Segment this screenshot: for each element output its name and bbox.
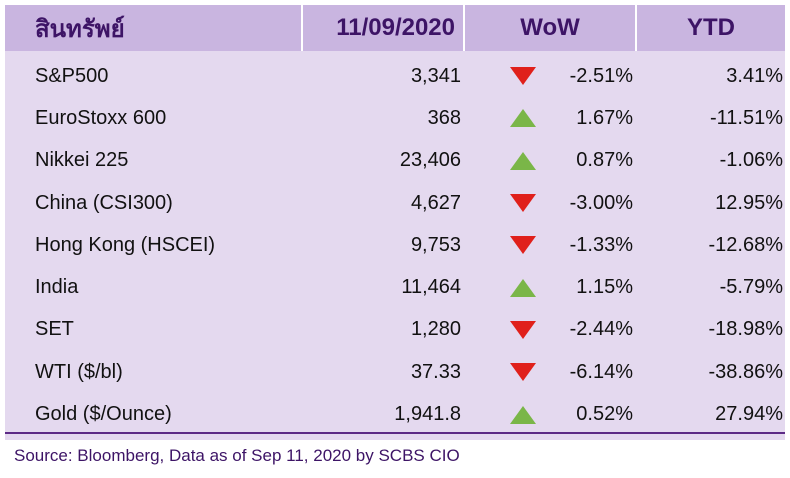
table-body: S&P500 3,341 -2.51% 3.41% EuroStoxx 600 368 1.…: [5, 51, 785, 440]
ytd-value: 3.41%: [726, 64, 783, 87]
table-header: สินทรัพย์ 11/09/2020 WoW YTD: [5, 5, 785, 51]
divider: [5, 432, 785, 434]
ytd-value: -18.98%: [708, 318, 784, 341]
table-row: India 11,464 1.15% -5.79%: [5, 266, 785, 308]
wow-cell: -2.44%: [465, 318, 637, 341]
ytd-value: 27.94%: [715, 403, 783, 426]
triangle-up-icon: [510, 278, 536, 297]
ytd-value: -12.68%: [708, 233, 784, 256]
table-row: EuroStoxx 600 368 1.67% -11.51%: [5, 97, 785, 139]
asset-name: China (CSI300): [35, 191, 173, 214]
ytd-value: -38.86%: [708, 360, 784, 383]
table-row: Hong Kong (HSCEI) 9,753 -1.33% -12.68%: [5, 224, 785, 266]
ytd-value: 12.95%: [715, 191, 783, 214]
wow-cell: 1.67%: [465, 106, 637, 129]
triangle-down-icon: [510, 194, 536, 213]
triangle-down-icon: [510, 363, 536, 382]
price-value: 11,464: [401, 276, 461, 299]
price-value: 23,406: [399, 149, 461, 172]
wow-value: 0.87%: [576, 149, 633, 172]
table-row: WTI ($/bl) 37.33 -6.14% -38.86%: [5, 351, 785, 393]
wow-value: 1.15%: [576, 276, 633, 299]
triangle-up-icon: [510, 151, 536, 170]
asset-name: Hong Kong (HSCEI): [35, 233, 216, 256]
table-row: SET 1,280 -2.44% -18.98%: [5, 309, 785, 351]
asset-name: Gold ($/Ounce): [35, 403, 172, 426]
triangle-down-icon: [510, 236, 536, 255]
wow-cell: -1.33%: [465, 233, 637, 256]
wow-value: -2.44%: [569, 318, 633, 341]
header-date: 11/09/2020: [303, 5, 465, 51]
asset-name: S&P500: [35, 64, 109, 87]
ytd-value: -5.79%: [719, 276, 783, 299]
wow-value: -6.14%: [569, 360, 633, 383]
header-ytd: YTD: [687, 14, 735, 41]
triangle-down-icon: [510, 320, 536, 339]
triangle-down-icon: [510, 67, 536, 86]
asset-name: SET: [35, 318, 74, 341]
price-value: 368: [427, 106, 461, 129]
wow-value: 0.52%: [576, 403, 633, 426]
ytd-value: -11.51%: [709, 106, 783, 129]
market-table: สินทรัพย์ 11/09/2020 WoW YTD S&P500 3,341…: [5, 5, 785, 440]
wow-cell: 0.52%: [465, 403, 637, 426]
header-asset: สินทรัพย์: [5, 5, 303, 51]
ytd-value: -1.06%: [719, 149, 783, 172]
wow-cell: -2.51%: [465, 64, 637, 87]
wow-value: -2.51%: [569, 64, 633, 87]
asset-name: EuroStoxx 600: [35, 106, 167, 129]
wow-cell: 1.15%: [465, 276, 637, 299]
price-value: 4,627: [410, 191, 461, 214]
table-row: China (CSI300) 4,627 -3.00% 12.95%: [5, 182, 785, 224]
header-wow: WoW: [465, 5, 637, 51]
price-value: 1,941.8: [394, 403, 461, 426]
price-value: 9,753: [410, 233, 461, 256]
table-row: Nikkei 225 23,406 0.87% -1.06%: [5, 140, 785, 182]
wow-cell: 0.87%: [465, 149, 637, 172]
triangle-up-icon: [510, 405, 536, 424]
wow-value: 1.67%: [576, 106, 633, 129]
asset-name: Nikkei 225: [35, 149, 129, 172]
price-value: 3,341: [410, 64, 461, 87]
source-note: Source: Bloomberg, Data as of Sep 11, 20…: [14, 446, 460, 465]
wow-cell: -6.14%: [465, 360, 637, 383]
table-row: Gold ($/Ounce) 1,941.8 0.52% 27.94%: [5, 393, 785, 435]
wow-cell: -3.00%: [465, 191, 637, 214]
table-row: S&P500 3,341 -2.51% 3.41%: [5, 55, 785, 97]
triangle-up-icon: [510, 109, 536, 128]
price-value: 1,280: [410, 318, 461, 341]
asset-name: India: [35, 276, 79, 299]
wow-value: -1.33%: [569, 233, 633, 256]
wow-value: -3.00%: [569, 191, 633, 214]
asset-name: WTI ($/bl): [35, 360, 123, 383]
price-value: 37.33: [410, 360, 461, 383]
